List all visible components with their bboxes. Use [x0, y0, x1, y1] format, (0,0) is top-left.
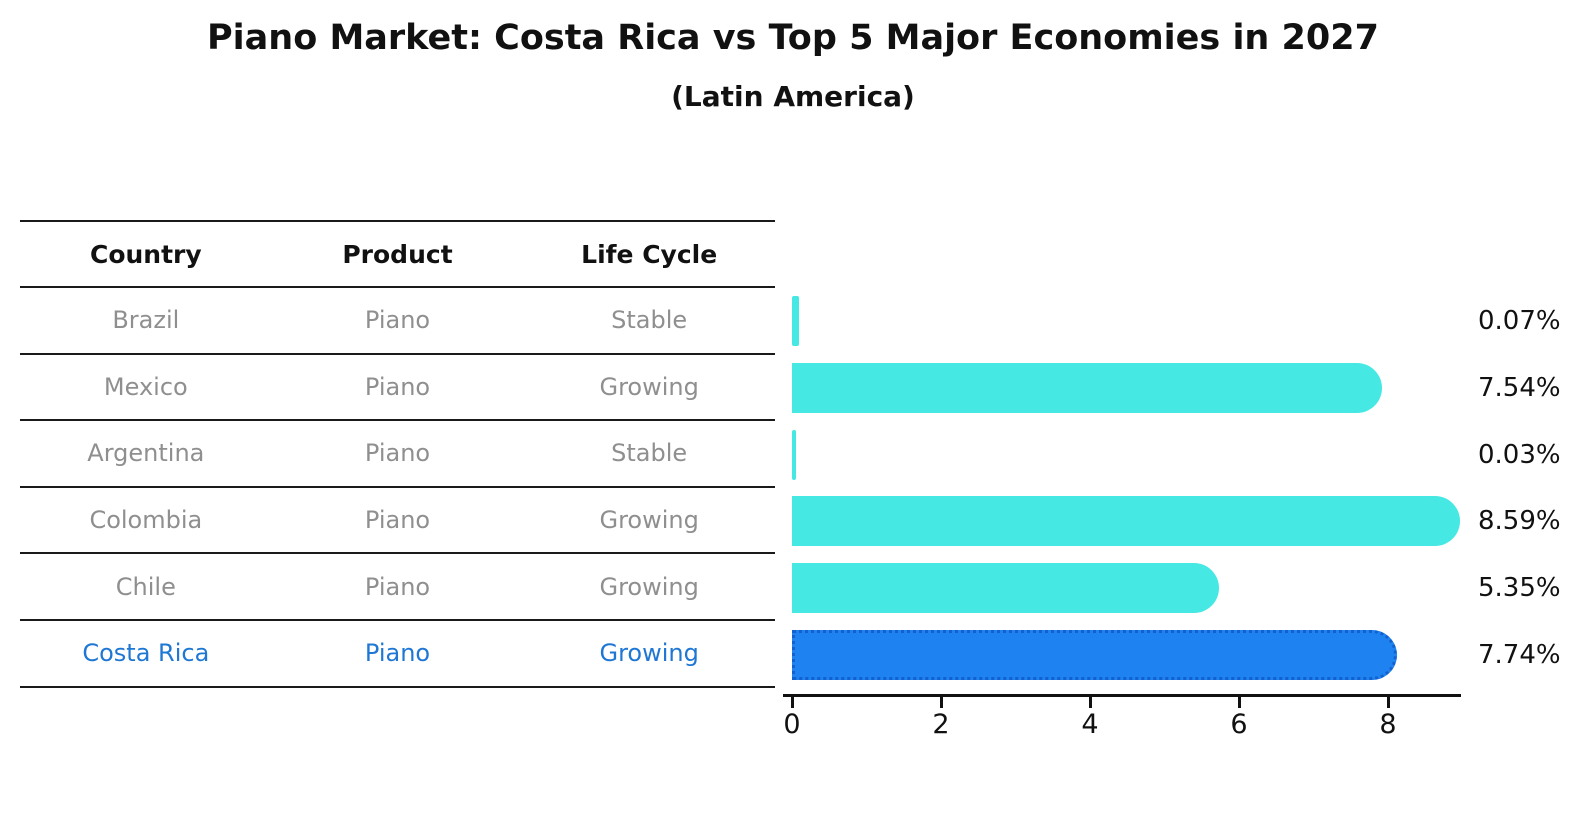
bar-value-label: 0.03% [1478, 439, 1561, 470]
table-body: Brazil Piano Stable Mexico Piano Growing Argen… [20, 288, 775, 688]
cell-country: Costa Rica [82, 639, 210, 668]
cell-life-cycle: Growing [599, 372, 699, 401]
table-row: Chile Piano Growing [20, 554, 775, 621]
header-country: Country [89, 239, 202, 269]
x-axis-tick [939, 694, 943, 708]
bar-value-label: 0.07% [1478, 306, 1561, 337]
bar-value-label: 7.74% [1478, 639, 1561, 670]
cell-product: Piano [364, 439, 431, 468]
x-axis-tick-label: 2 [932, 709, 950, 740]
chart-title: Piano Market: Costa Rica vs Top 5 Major … [207, 18, 1379, 58]
x-axis-tick-label: 4 [1081, 709, 1099, 740]
cell-product: Piano [364, 506, 431, 535]
bar-mexico [792, 363, 1382, 413]
cell-country: Chile [115, 572, 176, 601]
cell-life-cycle: Growing [599, 639, 699, 668]
x-axis-tick [1386, 694, 1390, 708]
x-axis-tick-label: 6 [1230, 709, 1248, 740]
bar-brazil [792, 296, 800, 347]
header-life-cycle: Life Cycle [581, 239, 718, 269]
cell-life-cycle: Growing [599, 572, 699, 601]
x-axis-tick-label: 8 [1379, 709, 1397, 740]
cell-life-cycle: Stable [611, 306, 688, 335]
table-row: Brazil Piano Stable [20, 288, 775, 355]
x-axis-tick [1237, 694, 1241, 708]
cell-product: Piano [364, 639, 431, 668]
bar-colombia [792, 496, 1460, 547]
bar-value-label: 5.35% [1478, 573, 1561, 603]
bar-value-label: 8.59% [1478, 506, 1561, 537]
cell-country: Brazil [112, 306, 180, 335]
header-product: Product [342, 239, 453, 269]
cell-country: Colombia [89, 506, 203, 535]
chart-subtitle: (Latin America) [671, 80, 915, 113]
bar-value-label: 7.54% [1478, 373, 1561, 403]
cell-life-cycle: Growing [599, 506, 699, 535]
x-axis-tick [1088, 694, 1092, 708]
table-header-row: Country Product Life Cycle [20, 220, 775, 288]
country-table: Country Product Life Cycle Brazil Piano St… [20, 220, 775, 688]
cell-product: Piano [364, 572, 431, 601]
x-axis-line [783, 694, 1461, 697]
bar-chile [792, 563, 1219, 613]
cell-life-cycle: Stable [611, 439, 688, 468]
cell-country: Argentina [87, 439, 205, 468]
table-row: Colombia Piano Growing [20, 488, 775, 555]
table-row: Costa Rica Piano Growing [20, 621, 775, 688]
cell-product: Piano [364, 372, 431, 401]
cell-product: Piano [364, 306, 431, 335]
bar-costa-rica [792, 629, 1397, 680]
table-row: Argentina Piano Stable [20, 421, 775, 488]
cell-country: Mexico [103, 372, 188, 401]
x-axis-tick-label: 0 [783, 709, 801, 740]
table-row: Mexico Piano Growing [20, 355, 775, 422]
x-axis-tick [790, 694, 794, 708]
bar-argentina [792, 429, 797, 480]
